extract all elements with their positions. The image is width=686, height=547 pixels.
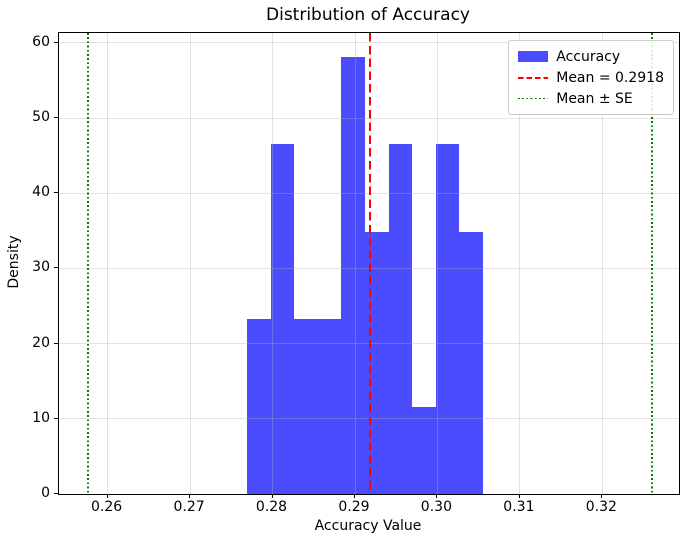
- x-tick-mark: [436, 494, 438, 498]
- histogram-bar: [317, 319, 342, 494]
- x-tick-label: 0.32: [585, 499, 617, 515]
- histogram-bar: [459, 231, 483, 494]
- y-tick-mark: [54, 117, 58, 118]
- y-tick-mark: [54, 192, 58, 194]
- x-tick-label: 0.26: [91, 499, 123, 515]
- legend-swatch-accuracy-patch: [518, 51, 549, 62]
- x-tick-label: 0.28: [255, 499, 288, 515]
- legend-row-se: Mean ± SE: [518, 88, 664, 109]
- gridline-vertical: [601, 33, 603, 494]
- gridline-vertical: [189, 33, 191, 494]
- y-tick-mark: [54, 41, 58, 43]
- gridline-vertical: [436, 33, 438, 494]
- histogram-bar: [388, 144, 413, 494]
- legend-label-mean: Mean = 0.2918: [556, 69, 664, 86]
- chart-title: Distribution of Accuracy: [266, 5, 470, 25]
- histogram-bar: [412, 406, 436, 494]
- y-tick-label: 20: [32, 334, 50, 351]
- x-tick-label: 0.29: [338, 499, 370, 515]
- histogram-bar: [365, 231, 389, 494]
- y-tick-label: 10: [32, 409, 50, 426]
- histogram-bar: [341, 56, 366, 494]
- y-tick-mark: [54, 493, 58, 494]
- histogram-bar: [435, 144, 460, 494]
- y-tick-mark: [54, 417, 58, 419]
- legend: Accuracy Mean = 0.2918 Mean ± SE: [508, 40, 674, 115]
- gridline-vertical: [354, 33, 356, 494]
- legend-swatch-mean-dashed-line: [518, 76, 549, 79]
- legend-row-mean: Mean = 0.2918: [518, 67, 664, 88]
- se-line: [651, 33, 653, 494]
- x-tick-mark: [601, 494, 603, 498]
- y-tick-mark: [54, 267, 58, 269]
- y-tick-label: 0: [41, 485, 50, 501]
- y-axis-label: Density: [6, 235, 22, 289]
- legend-row-accuracy: Accuracy: [518, 46, 664, 67]
- histogram-bar: [294, 319, 318, 494]
- y-tick-mark: [54, 342, 58, 344]
- y-tick-label: 60: [32, 33, 50, 50]
- legend-label-se: Mean ± SE: [556, 90, 633, 107]
- y-tick-label: 50: [32, 109, 50, 125]
- se-line: [87, 33, 89, 494]
- legend-label-accuracy: Accuracy: [556, 48, 621, 65]
- x-tick-label: 0.27: [173, 499, 205, 515]
- x-tick-label: 0.31: [503, 499, 535, 515]
- mean-line: [368, 33, 371, 494]
- reference-lines-layer: [59, 33, 679, 494]
- x-axis-label: Accuracy Value: [314, 518, 422, 534]
- histogram-bar: [247, 319, 271, 494]
- x-tick-mark: [106, 494, 108, 498]
- plot-area: Accuracy Mean = 0.2918 Mean ± SE: [58, 32, 680, 495]
- gridline-vertical: [107, 33, 109, 494]
- x-tick-mark: [271, 494, 273, 498]
- x-tick-mark: [518, 494, 520, 498]
- x-tick-label: 0.30: [420, 499, 452, 515]
- histogram-bars-layer: [59, 33, 679, 494]
- y-tick-label: 30: [32, 259, 50, 276]
- legend-swatch-se-dotted-line: [518, 97, 549, 100]
- histogram-bar: [270, 144, 295, 494]
- gridline-vertical: [519, 33, 521, 494]
- y-tick-label: 40: [32, 184, 50, 201]
- x-tick-mark: [189, 494, 191, 498]
- gridline-vertical: [272, 33, 273, 494]
- x-tick-mark: [354, 494, 355, 498]
